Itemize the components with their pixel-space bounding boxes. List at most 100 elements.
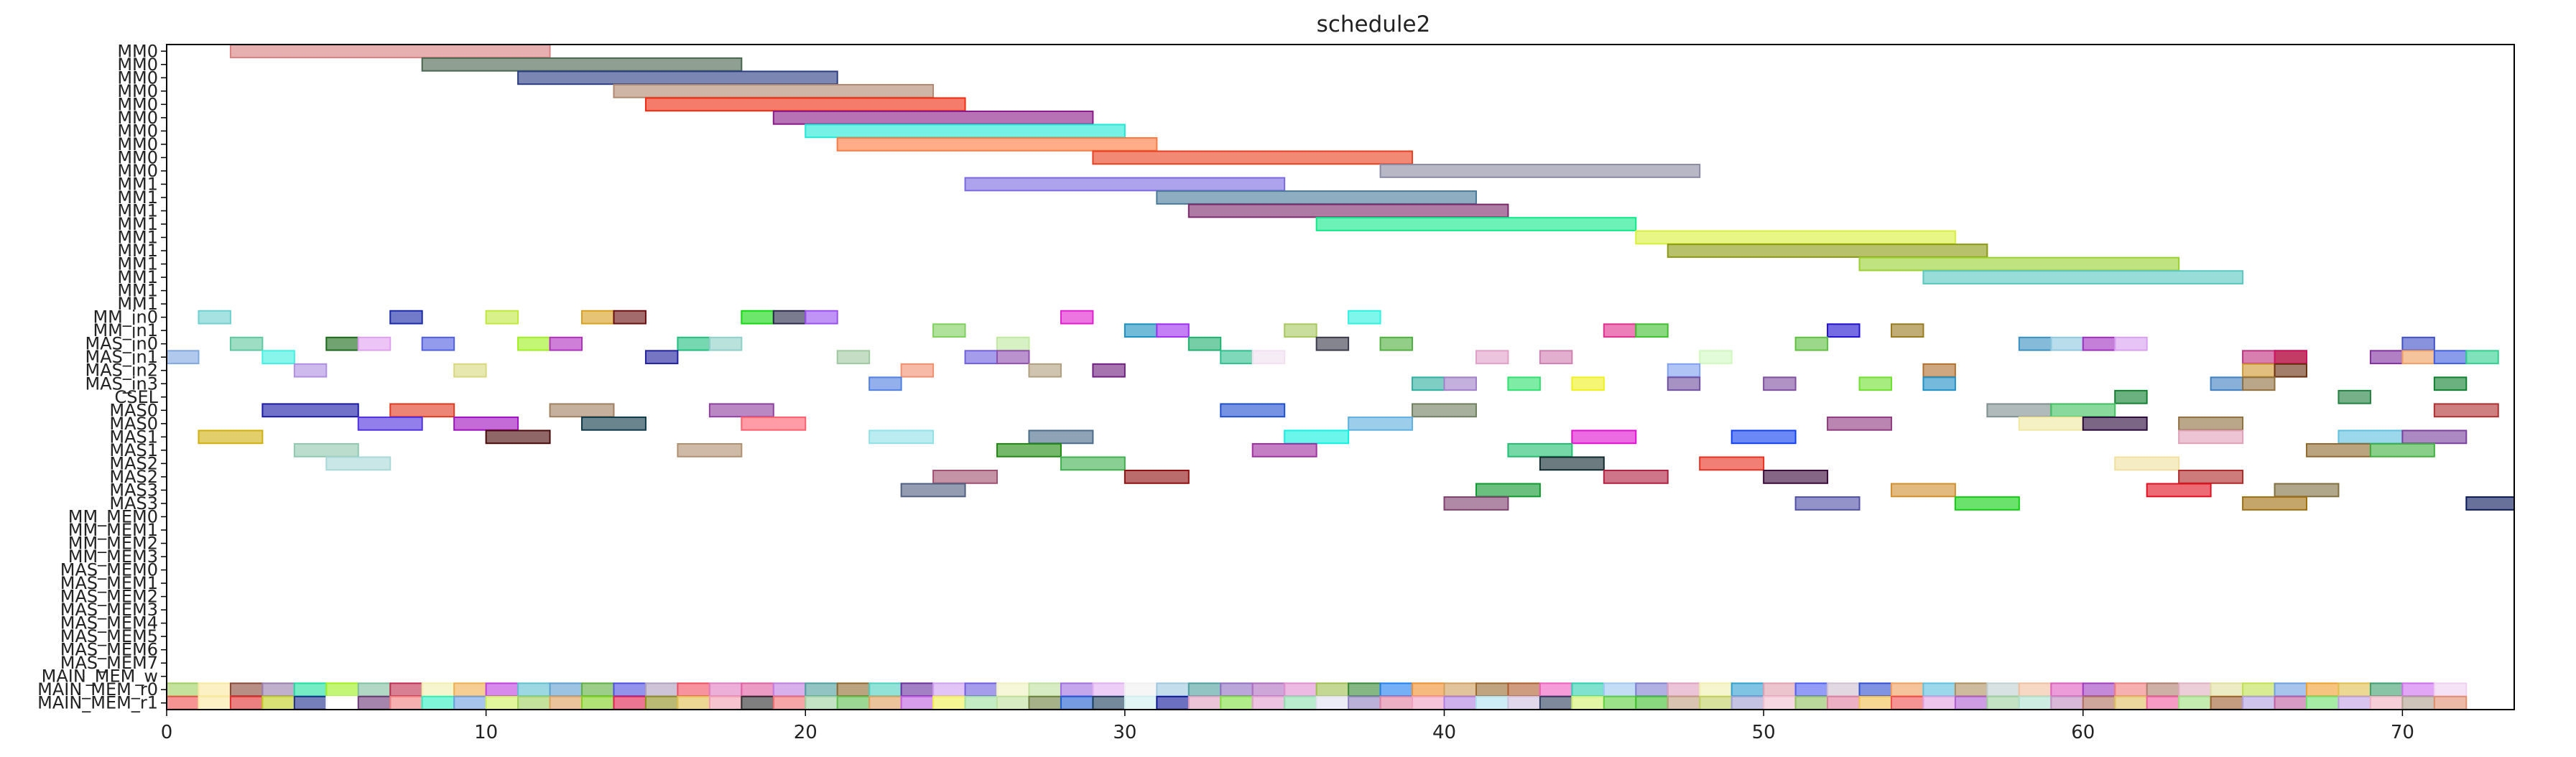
y-tick-label: MAS_MEM3 (60, 600, 158, 620)
mem-access-bar (357, 695, 392, 710)
mem-access-bar (2018, 682, 2052, 697)
task-bar (2114, 389, 2148, 404)
task-bar (2242, 496, 2307, 511)
mem-access-bar (1284, 682, 1317, 697)
y-tick-label: MAS_MEM2 (60, 587, 158, 607)
mem-access-bar (1890, 682, 1924, 697)
mem-access-bar (1156, 695, 1190, 710)
task-bar (1827, 416, 1892, 431)
task-bar (964, 177, 1286, 192)
y-tick-label: MM0 (117, 108, 158, 128)
task-bar (1794, 496, 1861, 511)
task-bar (1635, 230, 1956, 245)
y-tick-label: MM0 (117, 147, 158, 167)
task-bar (2401, 429, 2468, 445)
x-axis-ticks: 0 10 20 30 40 50 60 70 (161, 710, 2414, 743)
mem-access-bar (1028, 695, 1062, 710)
mem-access-bar (900, 682, 935, 697)
y-tick-label: MM0 (117, 68, 158, 88)
mem-access-bar (2018, 695, 2052, 710)
task-bar (1475, 483, 1541, 498)
mem-access-bar (964, 695, 999, 710)
x-tick-label: 60 (2071, 722, 2095, 743)
task-bar (677, 442, 743, 458)
mem-access-bar (293, 695, 328, 710)
task-bar (836, 137, 1158, 152)
mem-access-bar (1858, 682, 1892, 697)
mem-access-bar (485, 682, 519, 697)
task-bar (2242, 363, 2276, 378)
mem-access-bar (1763, 695, 1797, 710)
mem-access-bar (1890, 695, 1924, 710)
mem-access-bar (1412, 695, 1445, 710)
task-bar (1412, 376, 1445, 391)
task-bar (1028, 429, 1094, 445)
task-bar (1443, 376, 1477, 391)
y-tick-label: MAS3 (109, 493, 158, 514)
task-bar (485, 429, 551, 445)
y-tick-label: MM_MEM3 (68, 547, 158, 567)
task-bar (2242, 350, 2276, 365)
mem-access-bar (644, 695, 679, 710)
task-bar (1603, 323, 1637, 338)
mem-access-bar (805, 695, 838, 710)
mem-access-bar (772, 695, 807, 710)
y-tick-label: MAIN_MEM_r1 (37, 693, 158, 713)
mem-access-bar (421, 682, 455, 697)
mem-access-bar (2050, 682, 2084, 697)
task-bar (1220, 403, 1286, 418)
mem-access-bar (613, 682, 647, 697)
mem-access-bar (2114, 695, 2148, 710)
task-bar (1667, 363, 1701, 378)
mem-access-bar (2146, 682, 2180, 697)
mem-access-bar (932, 695, 966, 710)
mem-access-bar (2114, 682, 2148, 697)
task-bar (1858, 256, 2180, 271)
y-tick-label: MM1 (117, 201, 158, 221)
task-bar (325, 336, 359, 351)
y-tick-label: MM0 (117, 94, 158, 114)
y-tick-label: MAS3 (109, 480, 158, 500)
mem-access-bar (1251, 695, 1286, 710)
task-bar (293, 363, 328, 378)
mem-access-bar (1794, 682, 1829, 697)
task-bar (2050, 403, 2116, 418)
task-bar (900, 363, 935, 378)
mem-access-bar (644, 682, 679, 697)
task-bar (1028, 363, 1062, 378)
task-bar (1954, 496, 2020, 511)
task-bar (1922, 270, 2244, 284)
task-bar (2242, 376, 2276, 391)
mem-access-bar (1571, 682, 1605, 697)
task-bar (1986, 403, 2052, 418)
task-bar (1794, 336, 1829, 351)
mem-access-bar (325, 695, 359, 710)
mem-access-bar (1922, 682, 1956, 697)
y-tick-label: MM_MEM1 (68, 520, 158, 540)
y-tick-label: MM0 (117, 81, 158, 101)
mem-access-bar (1635, 695, 1669, 710)
y-tick-label: MM1 (117, 228, 158, 248)
mem-access-bar (1699, 682, 1733, 697)
mem-access-bar (836, 682, 871, 697)
x-tick-label: 40 (1432, 722, 1456, 743)
task-bar (2274, 350, 2307, 365)
y-tick-label: MAS_in1 (85, 347, 158, 367)
mem-access-bar (2433, 682, 2468, 697)
y-tick-label: MAS_in3 (85, 373, 158, 394)
task-bar (1092, 150, 1414, 165)
mem-access-bar (1475, 695, 1509, 710)
mem-access-bar (677, 695, 710, 710)
mem-access-bar (357, 682, 392, 697)
y-tick-label: MAS0 (109, 414, 158, 434)
mem-access-bar (229, 682, 264, 697)
mem-access-bar (1539, 695, 1573, 710)
mem-access-bar (900, 695, 935, 710)
task-bar (1475, 350, 1509, 365)
mem-access-bar (2369, 695, 2404, 710)
task-bar (1539, 456, 1605, 471)
mem-access-bar (1507, 682, 1541, 697)
task-bar (2050, 336, 2084, 351)
mem-access-bar (2274, 695, 2307, 710)
task-bar (644, 350, 679, 365)
